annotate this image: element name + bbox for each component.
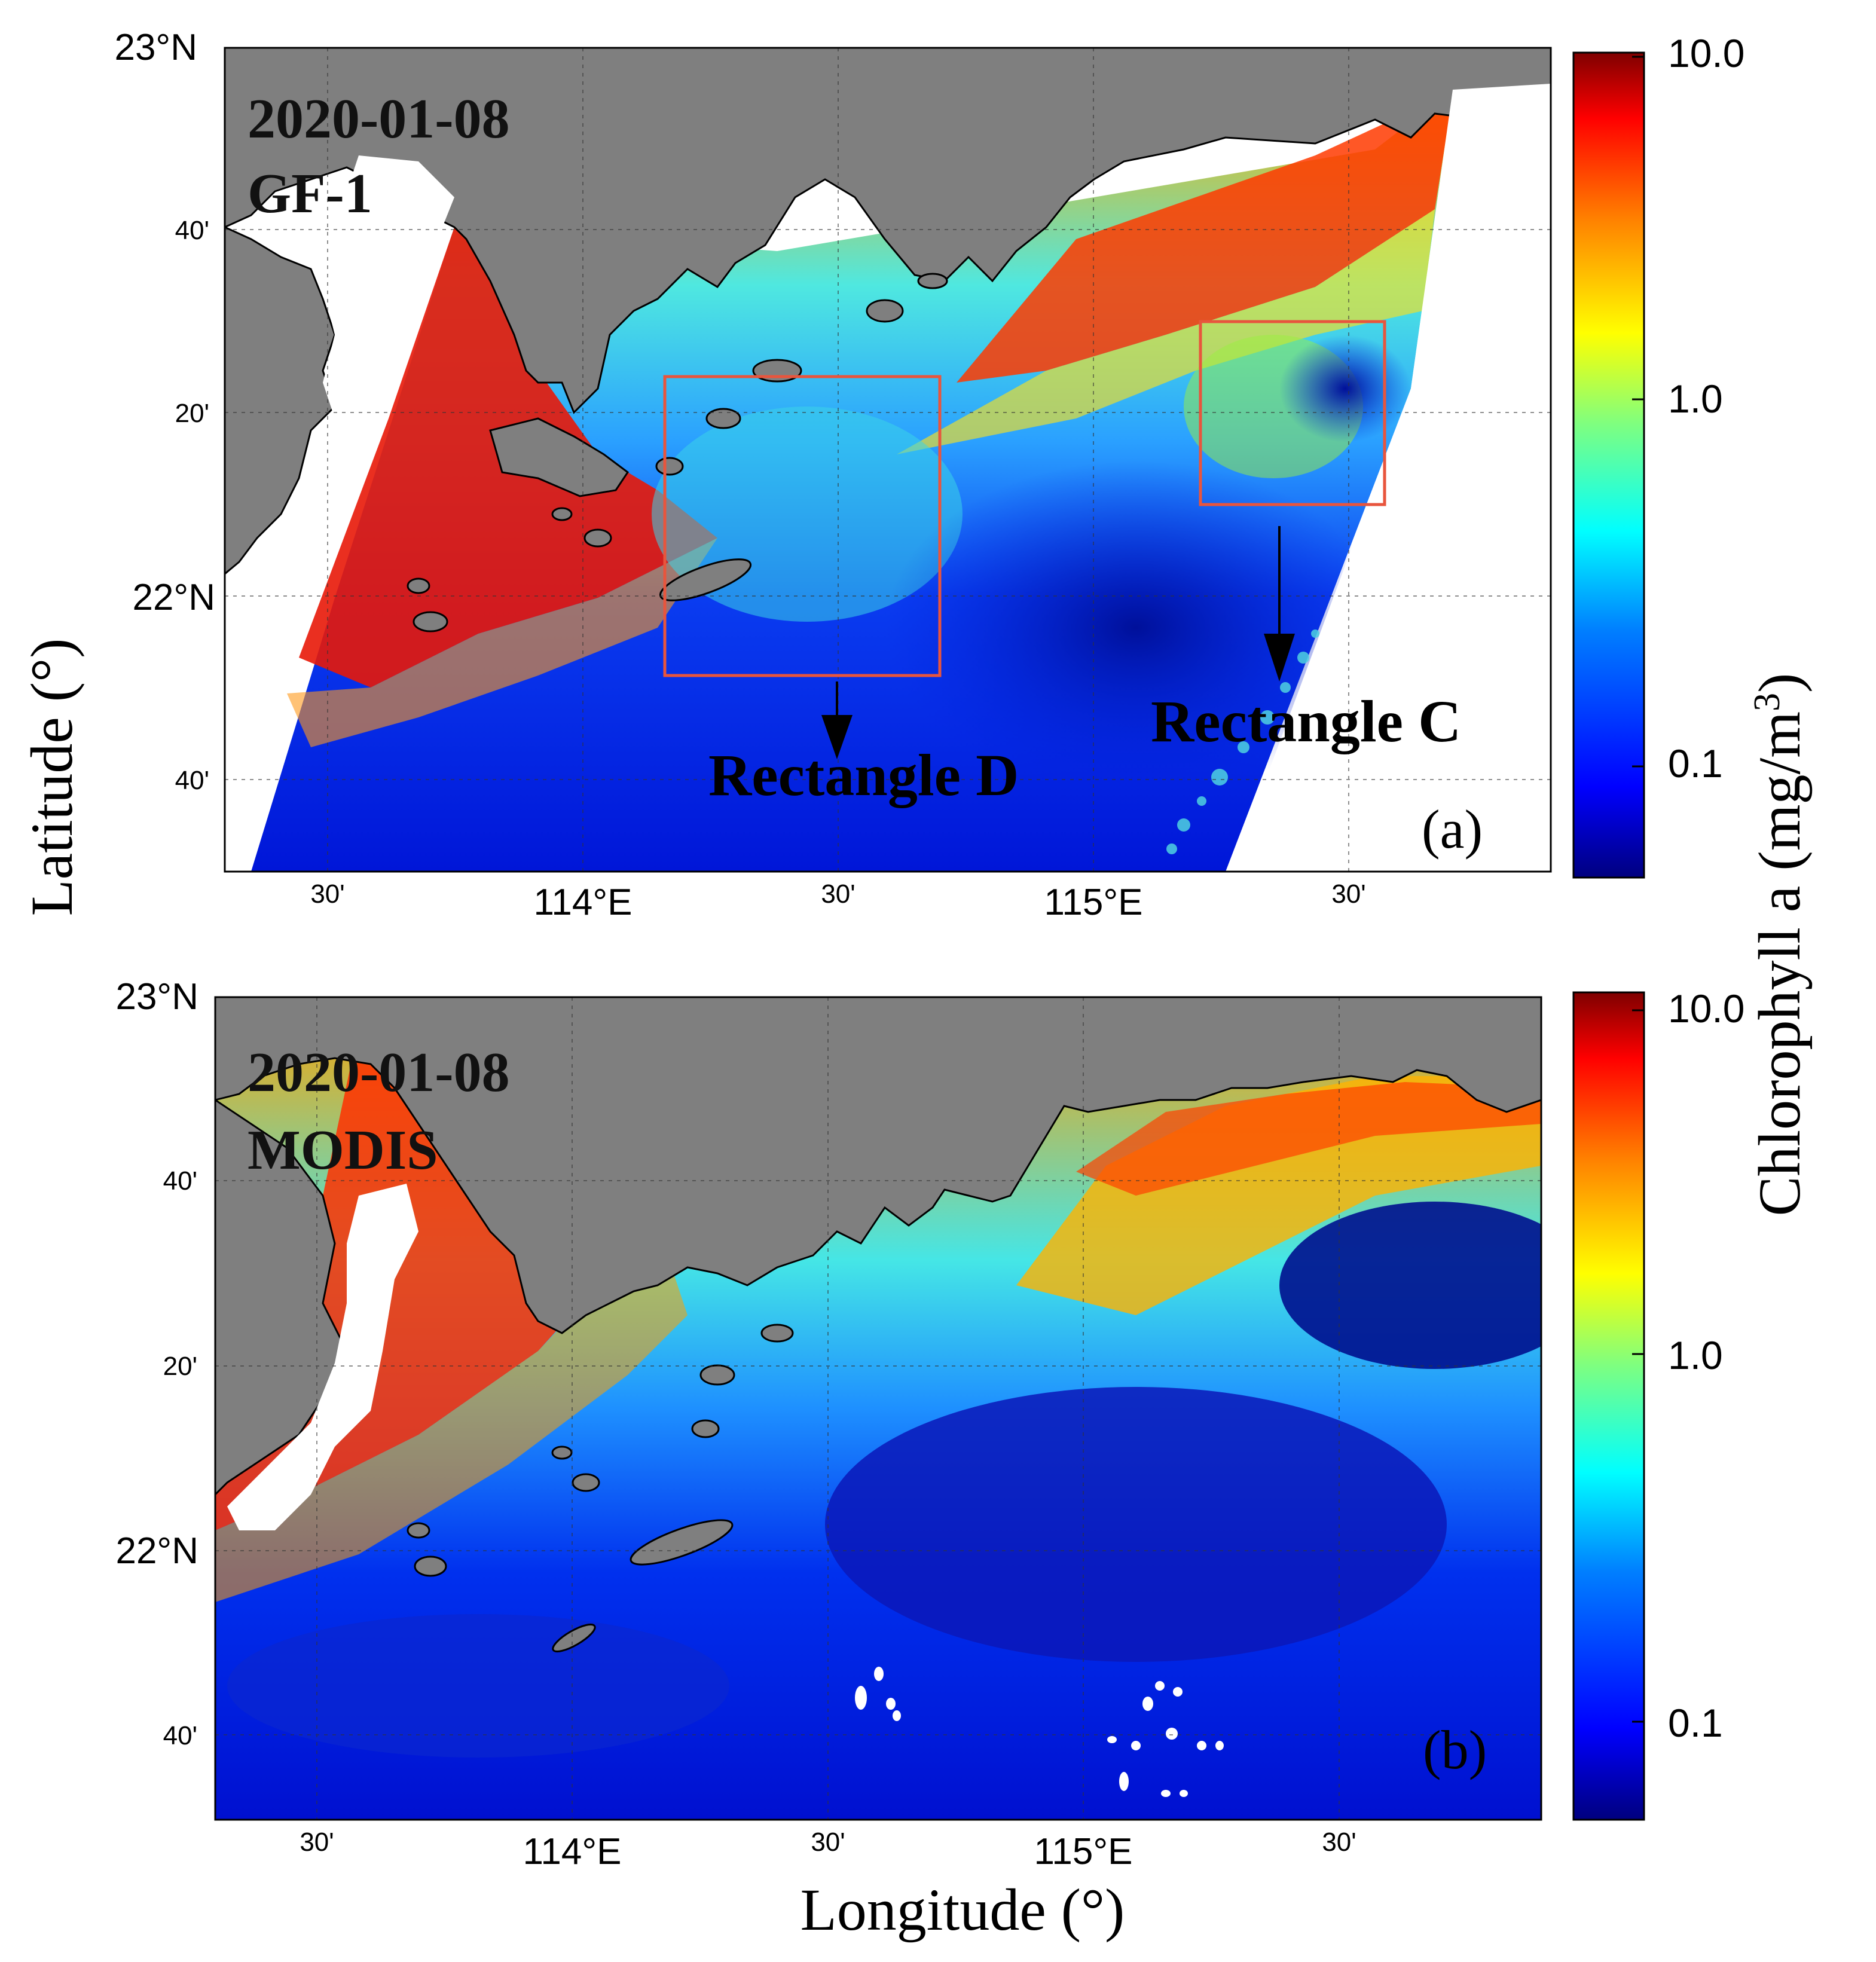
- panel-b-deep-water-sw: [227, 1614, 729, 1758]
- panel-b-lon-tick: 30': [300, 1827, 334, 1857]
- panel-b-lat-tick: 40': [163, 1166, 197, 1196]
- rectangle-c-label: Rectangle C: [1151, 688, 1461, 754]
- panel-a-lon-tick: 30': [821, 879, 855, 909]
- panel-b-lat-tick: 23°N: [115, 976, 198, 1017]
- panel-b-cloud-dots: [855, 1667, 1224, 1797]
- colorbar-bottom-tick: 10.0: [1668, 986, 1744, 1031]
- colorbar-label-main: Chlorophyll a (mg/m: [1746, 711, 1813, 1216]
- rectangle-d-box: [663, 375, 942, 677]
- colorbar-label: Chlorophyll a (mg/m3): [1746, 673, 1813, 1217]
- panel-b-islands: [407, 1324, 794, 1653]
- panel-a-lat-ticks: 23°N 40' 20' 22°N 40': [114, 27, 215, 795]
- panel-b-deep-water-ne: [1279, 1202, 1541, 1369]
- colorbar-bottom: 10.0 1.0 0.1: [1572, 986, 1744, 1821]
- panel-b-sensor: MODIS: [248, 1119, 438, 1181]
- panel-a-deep-water-2: [1279, 335, 1411, 442]
- panel-a-lon-tick: 30': [310, 879, 344, 909]
- panel-b-land: [215, 997, 1541, 1334]
- panel-a-islands: [407, 273, 948, 632]
- panel-a-map: [225, 48, 1551, 872]
- panel-b-graticule: [215, 997, 1541, 1820]
- panel-b-lat-ticks: 23°N 40' 20' 22°N 40': [115, 976, 198, 1750]
- rectangle-d-label: Rectangle D: [708, 742, 1019, 808]
- colorbar-top: 10.0 1.0 0.1: [1572, 31, 1744, 879]
- panel-a-lat-tick: 40': [175, 216, 209, 245]
- panel-b-nodata-west: [227, 1184, 418, 1530]
- colorbar-top-tick: 10.0: [1668, 31, 1744, 75]
- panel-b-lat-tick: 22°N: [115, 1530, 198, 1572]
- rectangle-c-arrow: [1264, 526, 1295, 681]
- panel-b-deep-water: [825, 1387, 1447, 1662]
- panel-b-ne-red: [1076, 1082, 1541, 1196]
- colorbar-bottom-ramp: [1572, 991, 1645, 1821]
- panel-a-lat-tick: 20': [175, 399, 209, 428]
- panel-a-lon-tick: 30': [1331, 879, 1365, 909]
- colorbar-top-ramp: [1572, 51, 1645, 879]
- rectangle-d-arrow: [821, 681, 853, 759]
- panel-a-lon-tick: 114°E: [534, 882, 633, 923]
- colorbar-top-tick: 1.0: [1668, 377, 1723, 421]
- panel-a-nodata-nw: [323, 155, 454, 418]
- rectangle-c-box: [1199, 320, 1386, 506]
- colorbar-label-sup: 3: [1747, 693, 1788, 711]
- panel-a-nodata-east: [1232, 84, 1551, 872]
- y-axis-title: Latitude (°): [19, 638, 85, 916]
- panel-b-lon-tick: 30': [811, 1827, 845, 1857]
- panel-b-lon-tick: 115°E: [1034, 1831, 1133, 1872]
- panel-a-peninsula: [489, 417, 630, 497]
- panel-b-frame: [214, 996, 1542, 1821]
- panel-a: 2020-01-08 GF-1 Rectangle D Rectangle C …: [114, 27, 1552, 923]
- panel-b-lon-tick: 114°E: [523, 1831, 622, 1872]
- panel-a-lat-tick: 40': [175, 766, 209, 795]
- colorbar-bottom-tick: 0.1: [1668, 1701, 1723, 1745]
- panel-b-lat-tick: 20': [163, 1352, 197, 1381]
- panel-a-lat-tick: 22°N: [132, 577, 215, 618]
- panel-b-lat-tick: 40': [163, 1721, 197, 1750]
- panel-a-lon-tick: 115°E: [1044, 882, 1143, 923]
- panel-a-plume-orange: [287, 538, 717, 747]
- panel-b-tag: (b): [1423, 1719, 1487, 1780]
- panel-a-graticule: [225, 48, 1551, 872]
- panel-a-sensor: GF-1: [248, 163, 372, 225]
- panel-b: 2020-01-08 MODIS (b) 23°N 40' 20' 22°N 4…: [115, 976, 1542, 1872]
- panel-a-lat-tick: 23°N: [114, 27, 197, 68]
- panel-a-ne-plume-yellow: [897, 209, 1435, 454]
- panel-b-map: [215, 997, 1541, 1820]
- colorbar-bottom-tick: 1.0: [1668, 1333, 1723, 1377]
- panel-b-lon-tick: 30': [1322, 1827, 1356, 1857]
- panel-a-noise: [1166, 629, 1319, 854]
- colorbar-label-close: ): [1746, 673, 1813, 693]
- panel-a-date: 2020-01-08: [248, 88, 510, 150]
- x-axis-title: Longitude (°): [800, 1877, 1125, 1943]
- panel-a-lon-ticks: 30' 114°E 30' 115°E 30': [310, 879, 1365, 923]
- panel-a-ne-plume: [957, 96, 1453, 383]
- panel-b-lon-ticks: 30' 114°E 30' 115°E 30': [300, 1827, 1356, 1872]
- panel-b-date: 2020-01-08: [248, 1041, 510, 1104]
- panel-b-ne-plume: [1016, 1076, 1541, 1315]
- colorbar-top-tick: 0.1: [1668, 741, 1723, 786]
- panel-a-tag: (a): [1422, 799, 1483, 860]
- panel-a-frame: [224, 47, 1552, 873]
- panel-a-deep-water: [885, 460, 1387, 795]
